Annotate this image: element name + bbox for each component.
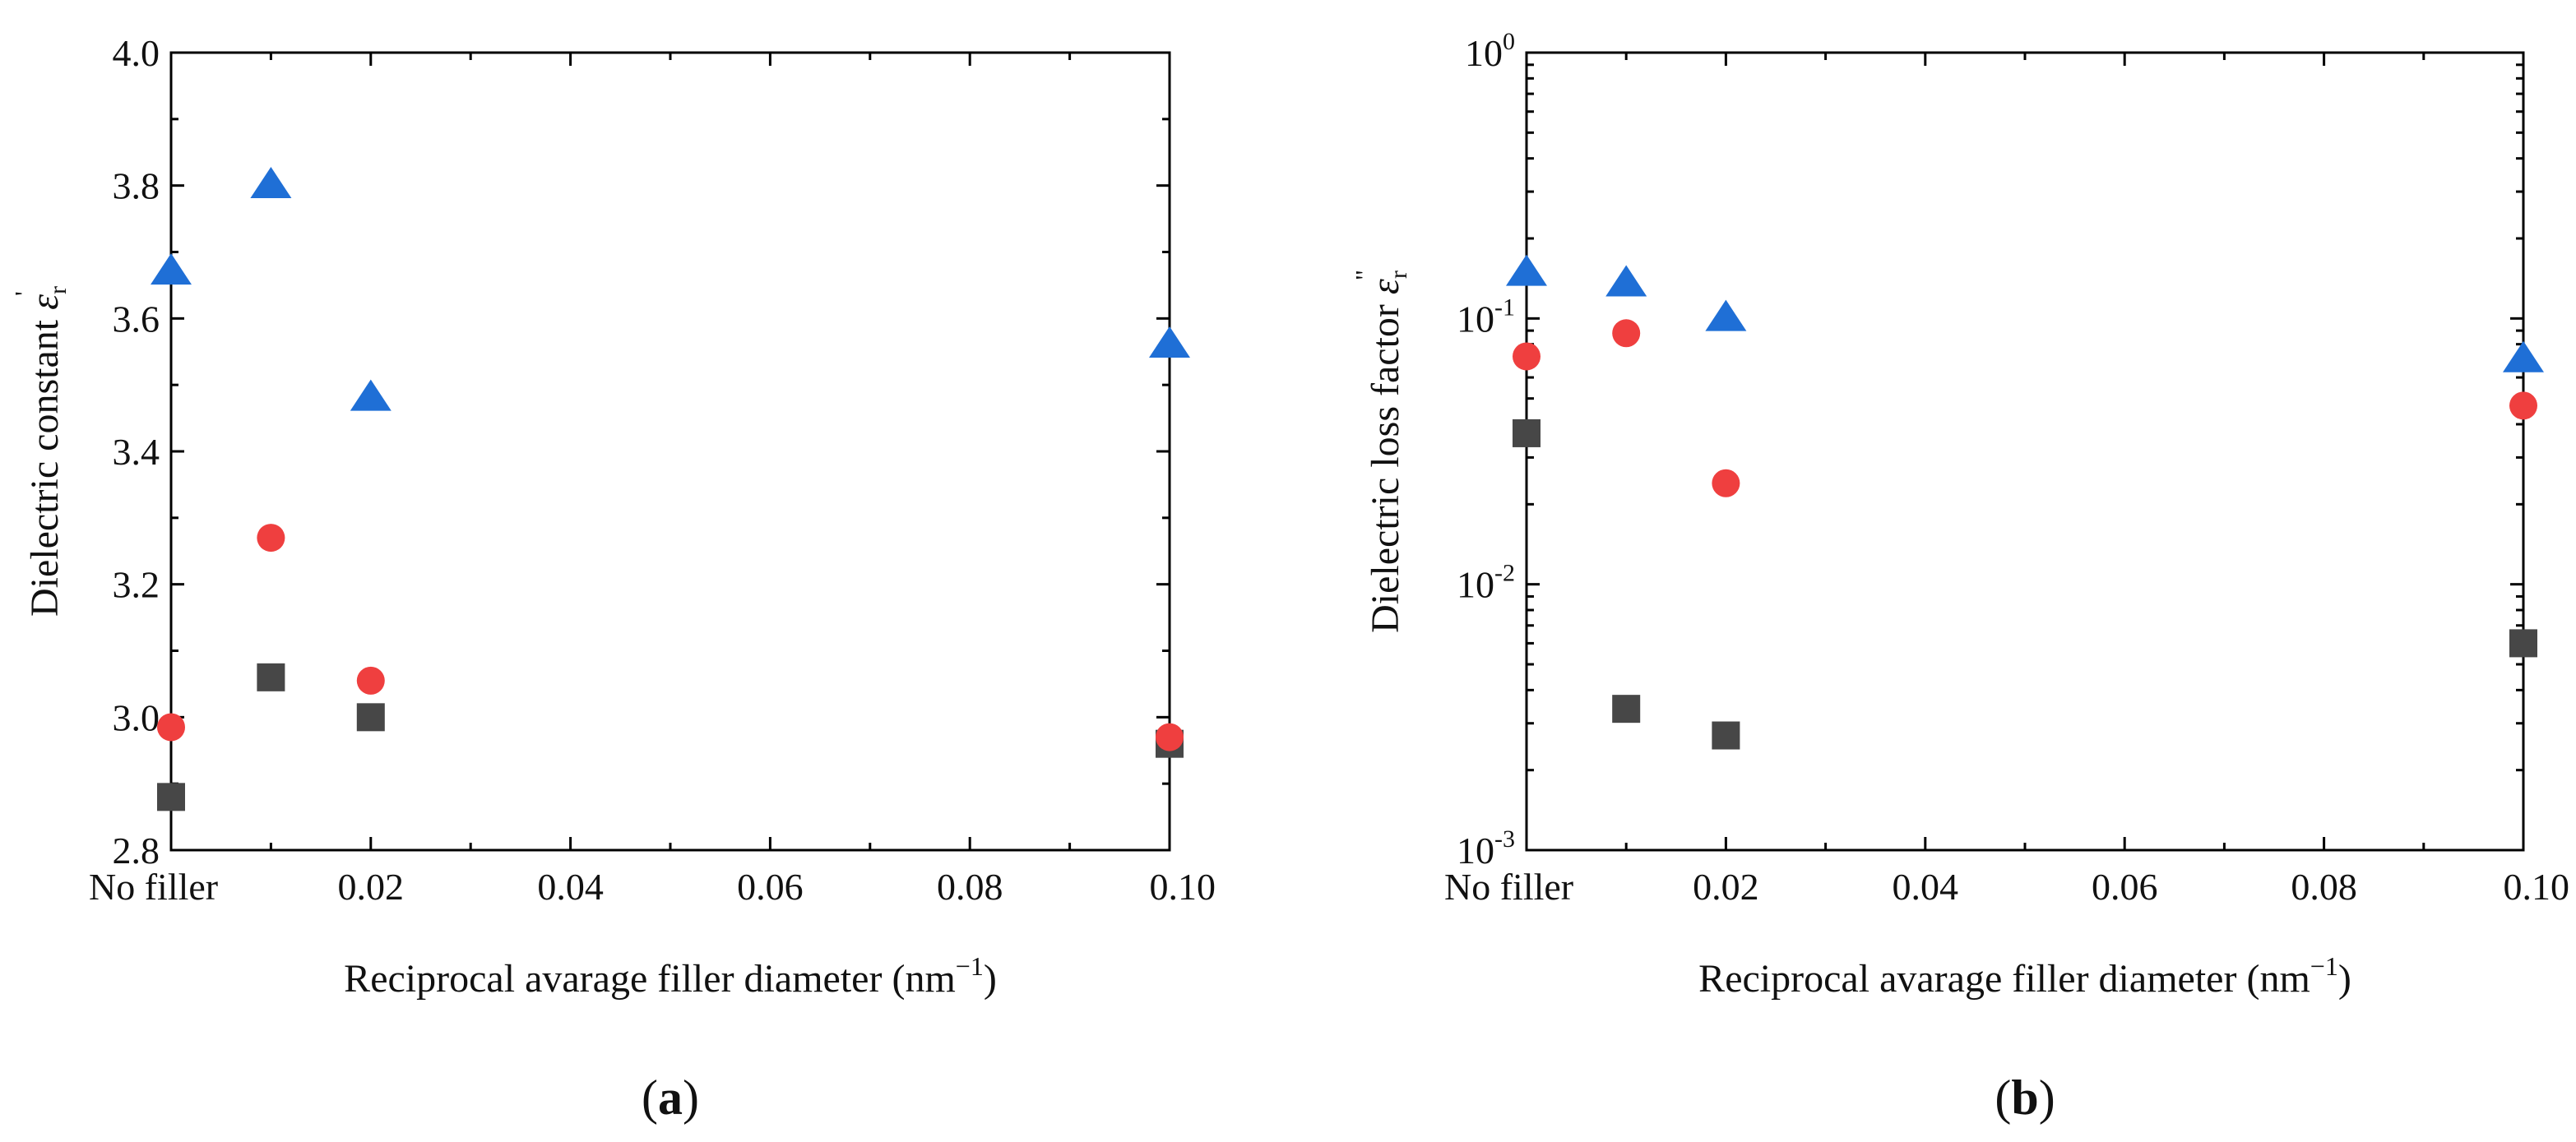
y-tick-exponent: -2 — [1494, 560, 1515, 587]
panel-label-close: ) — [683, 1070, 699, 1125]
x-tick-label: 0.08 — [2291, 866, 2357, 908]
data-point-triangle — [151, 253, 192, 285]
x-tick-label: 0.10 — [2504, 866, 2570, 908]
data-point-circle — [1156, 723, 1184, 751]
data-point-circle — [1712, 469, 1740, 497]
data-point-triangle — [1605, 265, 1647, 297]
x-tick-label: 0.08 — [937, 866, 1003, 908]
data-point-square — [2509, 629, 2537, 658]
data-point-square — [1513, 418, 1541, 447]
y-tick-label: 10-3 — [1457, 825, 1515, 872]
y-axis-label-subscript: r — [44, 286, 72, 294]
panel-label-open: ( — [1995, 1070, 2011, 1125]
data-point-triangle — [1705, 299, 1747, 331]
data-point-square — [157, 783, 185, 811]
panel-a: No filler 0.02 0.04 0.06 0.08 0.10 2.8 3.0 3.2 3.… — [9, 32, 1216, 1125]
plot-frame — [1525, 51, 2525, 852]
series-square — [157, 663, 1184, 811]
x-tick-label: 0.02 — [338, 866, 405, 908]
series-circle — [1513, 319, 2537, 497]
x-tick-label: No filler — [89, 866, 218, 908]
panel-label-close: ) — [2039, 1070, 2055, 1125]
x-axis-label-close: ) — [984, 957, 997, 1001]
series-triangle — [151, 167, 1190, 411]
data-point-triangle — [1149, 326, 1190, 358]
x-tick-label: No filler — [1444, 866, 1573, 908]
y-axis-label-symbol: ε — [23, 294, 67, 310]
x-axis-ticks: No filler 0.02 0.04 0.06 0.08 0.10 — [1444, 53, 2569, 908]
data-point-circle — [157, 713, 185, 742]
x-axis-label-text: Reciprocal avarage filler diameter (nm — [344, 957, 956, 1001]
y-tick-label: 4.0 — [113, 32, 160, 74]
x-tick-label: 0.06 — [2092, 866, 2158, 908]
panel-label: (b) — [1995, 1070, 2055, 1125]
x-tick-label: 0.10 — [1150, 866, 1216, 908]
y-tick-exponent: 0 — [1503, 28, 1515, 55]
y-axis-label: Dielectric constant εr ' — [9, 286, 72, 617]
y-tick-base: 10 — [1457, 564, 1494, 606]
y-axis-label-subscript: r — [1385, 270, 1412, 279]
x-axis-label-text: Reciprocal avarage filler diameter (nm — [1698, 957, 2310, 1001]
data-point-circle — [2509, 391, 2537, 420]
series-triangle — [1506, 254, 2544, 372]
data-point-circle — [356, 666, 385, 695]
y-tick-label: 3.4 — [113, 431, 160, 473]
y-tick-label: 2.8 — [113, 830, 160, 872]
x-tick-label: 0.06 — [737, 866, 804, 908]
y-tick-base: 10 — [1465, 32, 1503, 74]
data-point-triangle — [2503, 340, 2544, 372]
data-point-triangle — [350, 379, 391, 411]
x-axis-label-superscript: −1 — [2310, 951, 2338, 981]
x-tick-label: 0.04 — [1893, 866, 1959, 908]
y-tick-label: 3.0 — [113, 696, 160, 738]
y-tick-label: 10-1 — [1457, 294, 1515, 340]
x-axis-ticks: No filler 0.02 0.04 0.06 0.08 0.10 — [89, 53, 1216, 908]
series-circle — [157, 524, 1184, 751]
y-axis-ticks: 2.8 3.0 3.2 3.4 3.6 3.8 4.0 — [113, 32, 1170, 872]
data-point-circle — [257, 524, 285, 553]
y-tick-base: 10 — [1457, 298, 1494, 340]
y-axis-label-text: Dielectric constant — [23, 310, 67, 617]
data-point-square — [1712, 721, 1740, 750]
x-axis-label-close: ) — [2338, 957, 2351, 1001]
y-axis-label-prime: " — [1350, 270, 1379, 280]
panel-label-letter: a — [658, 1070, 683, 1125]
x-axis-label: Reciprocal avarage filler diameter (nm−1… — [1698, 951, 2351, 1001]
y-axis-label: Dielectric loss factor εr " — [1350, 270, 1412, 633]
panel-label: (a) — [642, 1070, 699, 1125]
y-tick-label: 3.8 — [113, 165, 160, 207]
data-point-triangle — [250, 167, 292, 199]
series-square — [1513, 418, 2537, 750]
y-tick-exponent: -1 — [1494, 294, 1515, 321]
y-tick-label: 3.6 — [113, 298, 160, 340]
data-point-square — [1612, 695, 1641, 724]
data-point-square — [257, 663, 285, 691]
x-tick-label: 0.02 — [1693, 866, 1759, 908]
data-point-triangle — [1506, 254, 1547, 286]
panel-b: No filler 0.02 0.04 0.06 0.08 0.1010-310-210-… — [1350, 28, 2569, 1125]
y-tick-exponent: -3 — [1494, 825, 1515, 853]
x-axis-label-superscript: −1 — [956, 951, 984, 981]
x-tick-label: 0.04 — [537, 866, 604, 908]
y-axis-label-symbol: ε — [1364, 279, 1407, 294]
x-axis-label: Reciprocal avarage filler diameter (nm−1… — [344, 951, 997, 1001]
y-tick-label: 3.2 — [113, 564, 160, 606]
plot-frame — [169, 51, 1171, 852]
y-tick-base: 10 — [1457, 830, 1494, 872]
y-tick-label: 10-2 — [1457, 560, 1515, 606]
panel-label-open: ( — [642, 1070, 658, 1125]
y-axis-label-text: Dielectric loss factor — [1364, 294, 1407, 633]
y-tick-label: 100 — [1465, 28, 1515, 74]
data-point-circle — [1612, 319, 1641, 348]
data-point-square — [356, 703, 385, 732]
data-point-circle — [1513, 342, 1541, 371]
y-axis-label-prime: ' — [9, 291, 39, 296]
panel-label-letter: b — [2011, 1070, 2038, 1125]
